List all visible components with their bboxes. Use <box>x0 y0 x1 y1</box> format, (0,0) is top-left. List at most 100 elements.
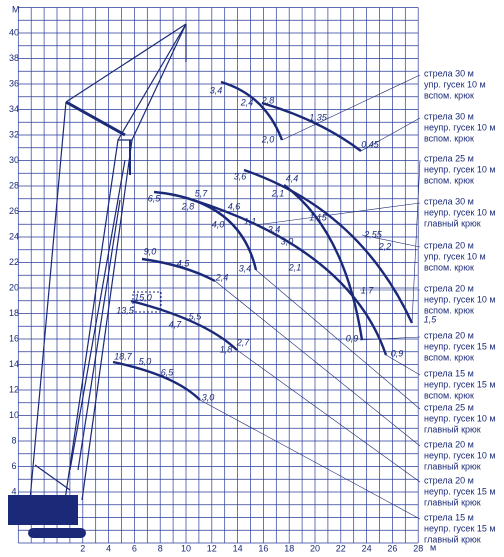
legend-bg <box>422 450 502 461</box>
load-label: 4,7 <box>169 319 183 329</box>
curve <box>141 257 216 283</box>
legend-bg <box>422 68 502 79</box>
grid <box>17 7 419 544</box>
legend-text: главный крюк <box>424 497 481 507</box>
curves <box>112 80 414 401</box>
load-label: 3,4 <box>268 224 281 234</box>
x-tick-label: 22 <box>336 543 346 553</box>
legend-text: стрела 25 м <box>424 153 474 163</box>
load-label: 4,6 <box>228 201 241 211</box>
load-label: 1,15 <box>309 212 328 222</box>
load-label: 3,4 <box>239 263 252 273</box>
load-label: 6,5 <box>148 193 162 203</box>
y-tick-label: 38 <box>9 53 19 63</box>
legend-bg <box>422 283 502 294</box>
y-unit: М <box>12 4 20 14</box>
load-label: 9,0 <box>144 246 157 256</box>
x-tick-label: 28 <box>413 543 423 553</box>
legend-bg <box>422 461 502 472</box>
legend-bg <box>422 402 502 413</box>
load-label: 4,0 <box>212 219 225 229</box>
legend-text: стрела 30 м <box>424 68 474 78</box>
legend-bg <box>422 133 502 144</box>
curve <box>243 168 414 324</box>
x-tick-label: 16 <box>258 543 268 553</box>
legend-bg <box>422 352 502 363</box>
legend-bg <box>422 439 502 450</box>
legend-bg <box>422 512 502 523</box>
legend-text: стрела 30 м <box>424 196 474 206</box>
load-label: 18,7 <box>114 351 133 361</box>
legend-text: стрела 30 м <box>424 111 474 121</box>
curve <box>261 101 362 152</box>
y-tick-label: 26 <box>9 206 19 216</box>
legend-bg <box>422 424 502 435</box>
x-tick-label: 12 <box>207 543 217 553</box>
y-tick-label: 6 <box>11 461 16 471</box>
legend-bg <box>422 122 502 133</box>
curve <box>192 198 388 356</box>
y-tick-label: 40 <box>9 27 19 37</box>
load-label: 5,7 <box>195 188 209 198</box>
legend-text: вспом. крюк <box>424 90 474 100</box>
legend-bg <box>422 207 502 218</box>
legend-bg <box>422 368 502 379</box>
legend-text: неупр. гусек 10 м <box>424 122 496 132</box>
curve <box>153 190 258 271</box>
legend-text: вспом. крюк <box>424 133 474 143</box>
legend-text: неупр. гусек 10 м <box>424 207 496 217</box>
load-label: 1,5 <box>424 314 438 324</box>
y-tick-label: 12 <box>9 384 19 394</box>
x-tick-label: 6 <box>132 543 137 553</box>
crane-track <box>28 528 86 538</box>
load-label: 2,0 <box>261 134 275 144</box>
legend-bg <box>422 390 502 401</box>
load-label: 5,0 <box>139 356 152 366</box>
legend-bg <box>422 379 502 390</box>
legend-bg <box>422 196 502 207</box>
legend-text: неупр. гусек 15 м <box>424 523 496 533</box>
crane-body <box>8 495 78 525</box>
legend-text: вспом. крюк <box>424 175 474 185</box>
x-tick-label: 20 <box>310 543 320 553</box>
legend-bg <box>422 341 502 352</box>
y-tick-label: 10 <box>9 410 19 420</box>
load-label: 3,0 <box>281 236 294 246</box>
y-tick-label: 8 <box>11 435 16 445</box>
load-label: 1,1 <box>244 216 257 226</box>
y-tick-label: 30 <box>9 155 19 165</box>
legend-text: вспом. крюк <box>424 390 474 400</box>
curve <box>220 80 284 141</box>
curve <box>283 184 364 341</box>
legend-text: неупр. гусек 10 м <box>424 413 496 423</box>
legend-text: стрела 20 м <box>424 240 474 250</box>
y-tick-label: 24 <box>9 231 19 241</box>
y-tick-label: 22 <box>9 257 19 267</box>
load-label: 2,7 <box>236 337 251 347</box>
legend-bg <box>422 475 502 486</box>
legend-bg <box>422 79 502 90</box>
y-tick-label: 20 <box>9 282 19 292</box>
load-label: 0,45 <box>361 139 380 149</box>
legend-text: неупр. гусек 15 м <box>424 379 496 389</box>
legend-bg <box>422 240 502 251</box>
load-label: 1,8 <box>220 344 233 354</box>
load-label: 4,4 <box>286 173 299 183</box>
y-tick-label: 14 <box>9 359 19 369</box>
legend-text: стрела 20 м <box>424 439 474 449</box>
load-label: 4,5 <box>177 258 191 268</box>
x-tick-label: 14 <box>233 543 243 553</box>
legend-text: главный крюк <box>424 534 481 544</box>
legend-bg <box>422 90 502 101</box>
x-tick-label: 18 <box>284 543 294 553</box>
load-label: 3,0 <box>202 392 215 402</box>
legend-text: вспом. крюк <box>424 305 474 315</box>
load-label: 2,2 <box>378 241 392 251</box>
x-tick-label: 2 <box>80 543 85 553</box>
y-tick-label: 34 <box>9 104 19 114</box>
legend-text: стрела 15 м <box>424 512 474 522</box>
legend-text: вспом. крюк <box>424 352 474 362</box>
legend-bg <box>422 534 502 545</box>
legend-text: вспом. крюк <box>424 262 474 272</box>
